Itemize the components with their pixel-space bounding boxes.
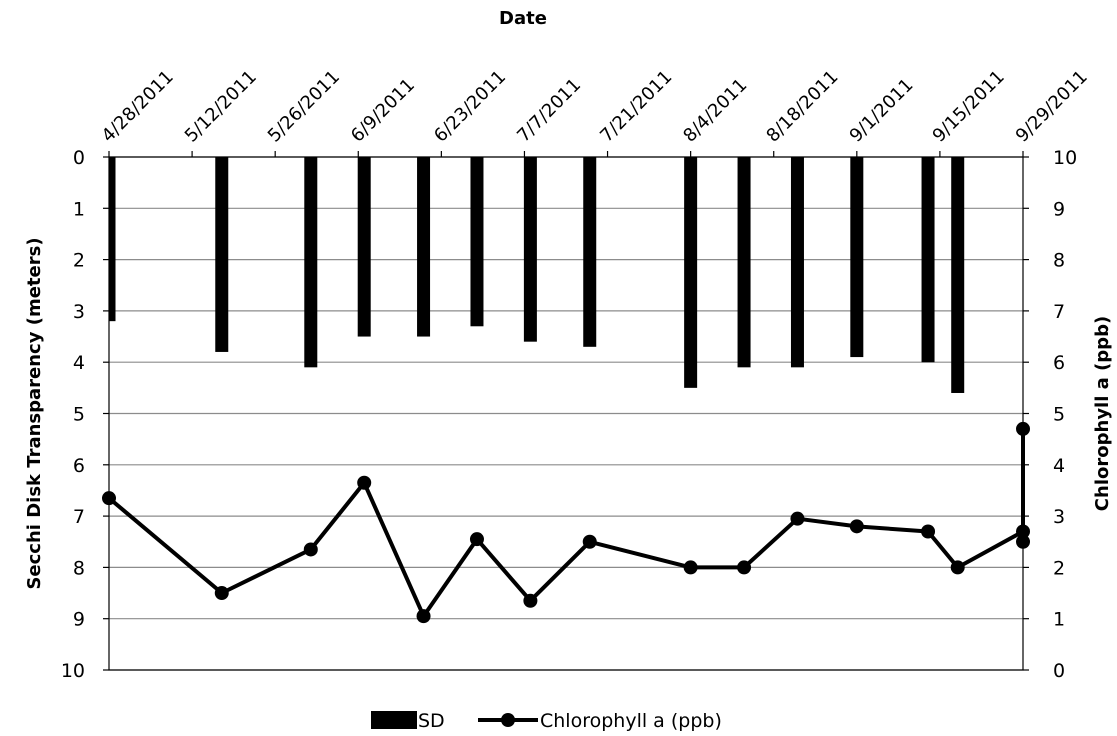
date-tick-label: 7/21/2011 (596, 66, 676, 146)
date-tick-label: 9/29/2011 (1012, 66, 1092, 146)
chlorophyll-point (416, 609, 431, 624)
date-tick-label: 5/12/2011 (181, 66, 261, 146)
date-tick-label: 5/26/2011 (264, 66, 344, 146)
chlorophyll-point (469, 532, 484, 547)
date-tick-label: 6/9/2011 (347, 75, 419, 147)
y-tick-label: 8 (73, 557, 85, 579)
sd-bar (951, 157, 965, 393)
date-tick-label: 8/18/2011 (762, 66, 842, 146)
chlorophyll-point (683, 560, 698, 575)
sd-bar (583, 157, 597, 347)
sd-bar (470, 157, 484, 327)
date-tick-label: 7/7/2011 (513, 75, 585, 147)
y2-tick-label: 9 (1053, 198, 1065, 220)
y-tick-label: 3 (73, 301, 85, 323)
y-tick-label: 1 (73, 198, 85, 220)
y-tick-label: 6 (73, 455, 85, 477)
y2-tick-label: 8 (1053, 250, 1065, 272)
sd-bar (850, 157, 864, 358)
legend-label-sd: SD (418, 710, 445, 732)
y2-axis-title: Chlorophyll a (ppb) (1092, 316, 1113, 511)
date-tick-label: 8/4/2011 (679, 75, 751, 147)
sd-bars (109, 157, 965, 393)
y2-tick-label: 10 (1053, 147, 1077, 169)
legend-swatch-chlorophyll-marker (501, 713, 515, 727)
y2-tick-label: 7 (1053, 301, 1065, 323)
chlorophyll-point (921, 524, 936, 539)
sd-bar (523, 157, 537, 342)
chlorophyll-point (849, 519, 864, 534)
legend: SD Chlorophyll a (ppb) (371, 710, 722, 732)
chlorophyll-point (582, 534, 597, 549)
y-axis-title: Secchi Disk Transparency (meters) (24, 237, 45, 589)
chlorophyll-line (107, 428, 1025, 619)
sd-bar (304, 157, 318, 368)
sd-bar (417, 157, 431, 337)
y-tick-label: 5 (73, 404, 85, 426)
y-tick-label: 0 (73, 147, 85, 169)
y2-tick-label: 6 (1053, 352, 1065, 374)
chlorophyll-point (523, 593, 538, 608)
sd-bar (215, 157, 229, 352)
left-axis-ticks: 0 1 2 3 4 5 6 7 8 9 10 (61, 147, 109, 682)
y2-tick-label: 2 (1053, 557, 1065, 579)
y-tick-label: 10 (61, 660, 85, 682)
y2-tick-label: 1 (1053, 609, 1065, 631)
legend-label-chlorophyll: Chlorophyll a (ppb) (540, 710, 722, 732)
sd-bar (790, 157, 804, 368)
y-tick-label: 4 (73, 352, 85, 374)
chlorophyll-point (303, 542, 318, 557)
sd-bar (737, 157, 751, 368)
date-tick-label: 4/28/2011 (98, 66, 178, 146)
sd-bar (109, 157, 116, 322)
sd-bar (921, 157, 935, 363)
chlorophyll-point (214, 586, 229, 601)
y-tick-label: 9 (73, 609, 85, 631)
date-ticks: 4/28/2011 5/12/2011 5/26/2011 6/9/2011 6/23/… (98, 66, 1092, 157)
date-tick-label: 9/15/2011 (929, 66, 1009, 146)
chlorophyll-point (790, 511, 805, 526)
y2-tick-label: 4 (1053, 455, 1065, 477)
gridlines (109, 156, 1023, 671)
date-tick-label: 6/23/2011 (430, 66, 510, 146)
right-axis-ticks: 0 1 2 3 4 5 6 7 8 9 10 (1023, 147, 1077, 682)
y2-tick-label: 5 (1053, 404, 1065, 426)
date-tick-label: 9/1/2011 (846, 75, 918, 147)
chlorophyll-points (102, 421, 1030, 624)
x-axis-title: Date (499, 8, 547, 29)
legend-swatch-sd (371, 711, 417, 729)
y2-tick-label: 3 (1053, 506, 1065, 528)
chlorophyll-point (737, 560, 752, 575)
y2-tick-label: 0 (1053, 660, 1065, 682)
y-tick-label: 7 (73, 506, 85, 528)
sd-bar (684, 157, 698, 388)
y-tick-label: 2 (73, 250, 85, 272)
chlorophyll-point (357, 475, 372, 490)
sd-bar (357, 157, 371, 337)
chlorophyll-point (950, 560, 965, 575)
